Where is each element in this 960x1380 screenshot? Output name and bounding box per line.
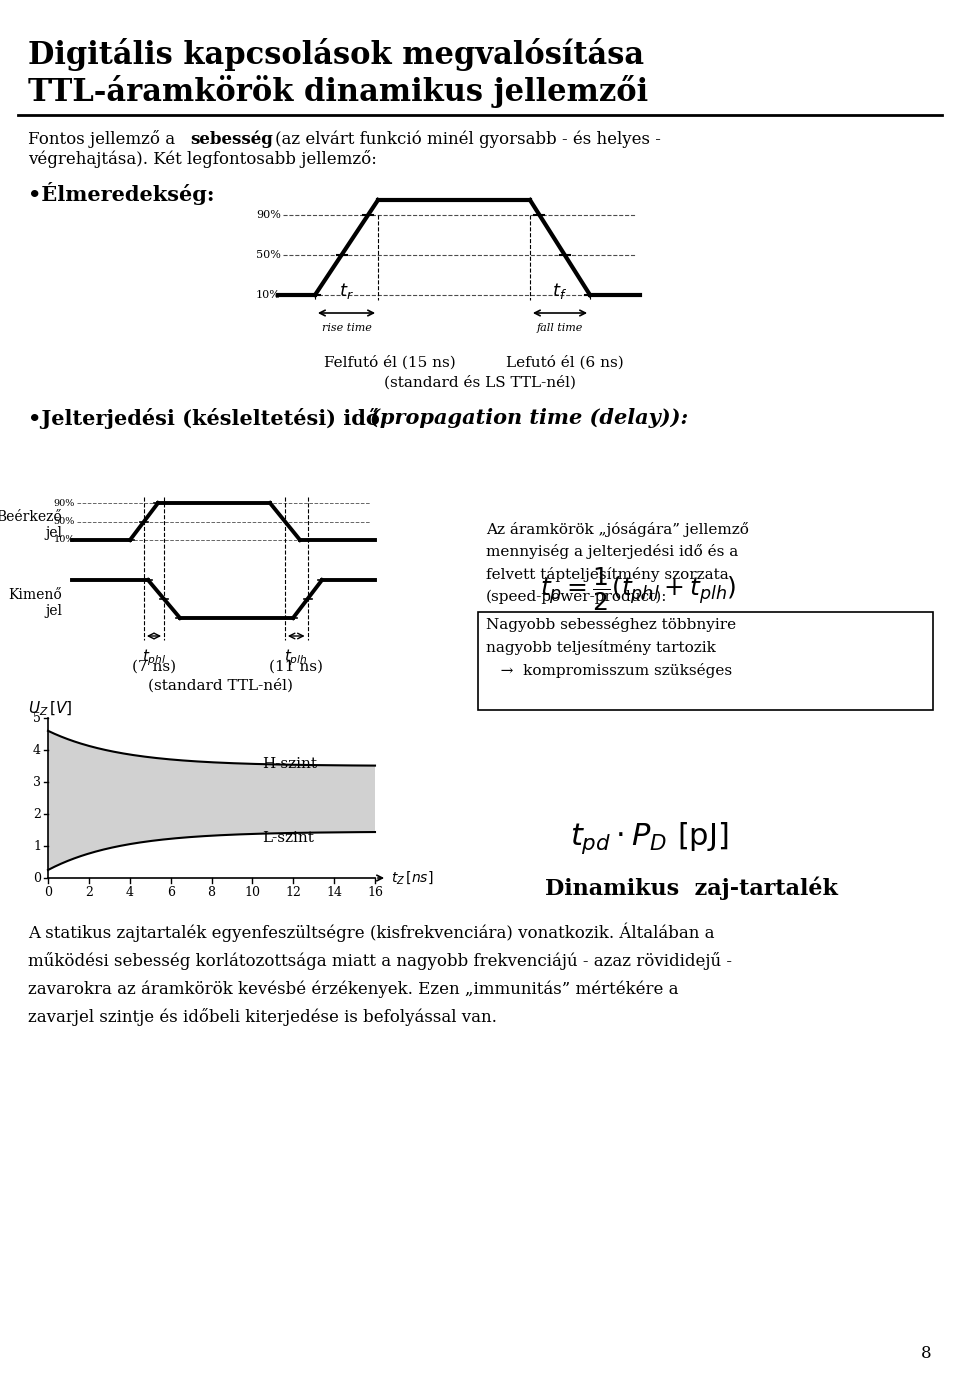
Text: 50%: 50% <box>256 250 281 259</box>
Text: Digitális kapcsolások megvalósítása: Digitális kapcsolások megvalósítása <box>28 39 644 70</box>
Text: H-szint: H-szint <box>263 758 318 771</box>
Text: 4: 4 <box>33 744 41 756</box>
Text: (7 ns): (7 ns) <box>132 660 176 673</box>
Bar <box>478 611 933 709</box>
Text: $t_Z\,[ns]$: $t_Z\,[ns]$ <box>391 869 434 886</box>
Text: 16: 16 <box>367 886 383 898</box>
Text: (standard TTL-nél): (standard TTL-nél) <box>148 678 293 693</box>
Text: Beérkező: Beérkező <box>0 511 62 524</box>
Text: 1: 1 <box>33 839 41 853</box>
Text: $t_{plh}$: $t_{plh}$ <box>284 647 308 668</box>
Text: (az elvárt funkció minél gyorsabb - és helyes -: (az elvárt funkció minél gyorsabb - és h… <box>275 130 660 148</box>
Text: (propagation time (delay)):: (propagation time (delay)): <box>370 408 688 428</box>
Text: 0: 0 <box>44 886 52 898</box>
Text: •Élmeredekség:: •Élmeredekség: <box>28 182 214 206</box>
Text: Nagyobb sebességhez többnyire
nagyobb teljesítmény tartozik
   →  kompromisszum : Nagyobb sebességhez többnyire nagyobb te… <box>486 617 736 678</box>
Text: 14: 14 <box>326 886 342 898</box>
Text: jel: jel <box>45 604 62 618</box>
Text: TTL-áramkörök dinamikus jellemzői: TTL-áramkörök dinamikus jellemzői <box>28 75 648 108</box>
Text: jel: jel <box>45 526 62 540</box>
Text: 6: 6 <box>167 886 175 898</box>
Text: A statikus zajtartalék egyenfeszültségre (kisfrekvenciára) vonatkozik. Általában: A statikus zajtartalék egyenfeszültségre… <box>28 922 732 1027</box>
Text: 2: 2 <box>84 886 93 898</box>
Text: (11 ns): (11 ns) <box>269 660 324 673</box>
Text: $U_Z\,[V]$: $U_Z\,[V]$ <box>28 700 73 719</box>
Text: végrehajtása). Két legfontosabb jellemző:: végrehajtása). Két legfontosabb jellemző… <box>28 150 377 168</box>
Text: Fontos jellemző a: Fontos jellemző a <box>28 130 180 148</box>
Text: 5: 5 <box>34 712 41 724</box>
Text: 90%: 90% <box>256 210 281 219</box>
Text: $t_p = \dfrac{1}{2}(t_{phl} + t_{plh})$: $t_p = \dfrac{1}{2}(t_{phl} + t_{plh})$ <box>540 564 736 613</box>
Text: 0: 0 <box>33 872 41 885</box>
Text: 10: 10 <box>245 886 260 898</box>
Text: 50%: 50% <box>54 518 75 526</box>
Text: 2: 2 <box>34 807 41 821</box>
Text: 4: 4 <box>126 886 133 898</box>
Polygon shape <box>48 731 375 869</box>
Text: 90%: 90% <box>54 498 75 508</box>
Text: Dinamikus  zaj-tartalék: Dinamikus zaj-tartalék <box>545 878 838 901</box>
Text: 10%: 10% <box>54 535 75 545</box>
Text: •Jelterjedési (késleltetési) idő: •Jelterjedési (késleltetési) idő <box>28 408 387 429</box>
Text: $t_f$: $t_f$ <box>552 282 567 301</box>
Text: $t_{pd} \cdot P_D\ [\mathrm{pJ}]$: $t_{pd} \cdot P_D\ [\mathrm{pJ}]$ <box>570 820 729 856</box>
Text: 12: 12 <box>285 886 301 898</box>
Text: (standard és LS TTL-nél): (standard és LS TTL-nél) <box>384 375 576 389</box>
Text: 8: 8 <box>207 886 215 898</box>
Text: rise time: rise time <box>322 323 372 333</box>
Text: 10%: 10% <box>256 290 281 299</box>
Text: Felfutó él (15 ns): Felfutó él (15 ns) <box>324 355 456 370</box>
Text: Lefutó él (6 ns): Lefutó él (6 ns) <box>506 355 624 370</box>
Text: sebesség: sebesség <box>190 130 273 148</box>
Text: $t_{phl}$: $t_{phl}$ <box>142 647 166 668</box>
Text: L-szint: L-szint <box>263 831 315 845</box>
Text: $t_r$: $t_r$ <box>339 282 354 301</box>
Text: 3: 3 <box>33 776 41 788</box>
Text: fall time: fall time <box>537 323 583 333</box>
Text: Az áramkörök „jóságára” jellemző
mennyiség a jelterjedési idő és a
felvett tápte: Az áramkörök „jóságára” jellemző mennyis… <box>486 522 749 604</box>
Text: Kimenő: Kimenő <box>9 588 62 602</box>
Text: 8: 8 <box>922 1346 932 1362</box>
